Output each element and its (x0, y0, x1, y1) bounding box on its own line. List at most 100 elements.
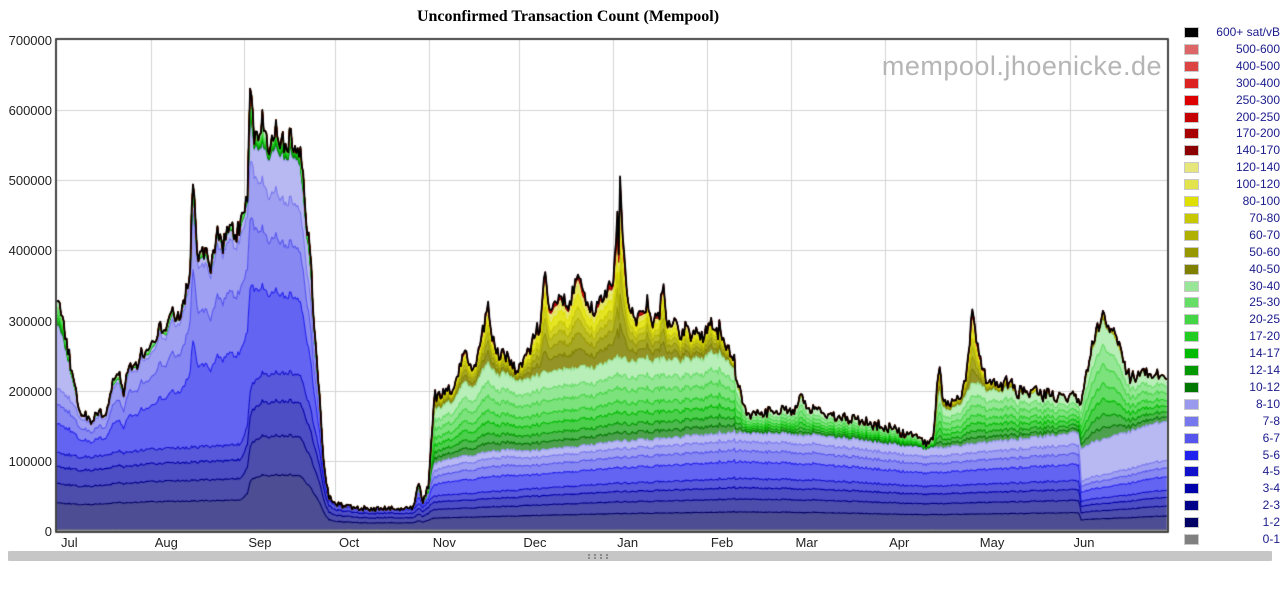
legend-item-300-400: 300-400 (1184, 76, 1280, 91)
legend-item-10-12: 10-12 (1184, 380, 1280, 395)
legend-color-swatch (1184, 449, 1199, 461)
legend-item-60-70: 60-70 (1184, 228, 1280, 243)
legend-label: 10-12 (1249, 379, 1280, 394)
legend-item-25-30: 25-30 (1184, 295, 1280, 310)
legend-item-200-250: 200-250 (1184, 110, 1280, 125)
legend-label: 4-5 (1262, 464, 1280, 479)
y-axis-tick-300000: 300000 (8, 313, 52, 329)
legend-color-swatch (1184, 365, 1199, 376)
legend-label: 600+ sat/vB (1216, 25, 1280, 39)
legend-label: 1-2 (1262, 515, 1280, 530)
legend-item-170-200: 170-200 (1184, 126, 1280, 141)
legend-color-swatch (1184, 534, 1199, 545)
legend-item-400-500: 400-500 (1184, 59, 1280, 74)
legend-label: 2-3 (1262, 498, 1280, 513)
legend-item-1-2: 1-2 (1184, 515, 1280, 530)
legend-item-3-4: 3-4 (1184, 481, 1280, 496)
legend-color-swatch (1184, 483, 1199, 495)
legend-label: 14-17 (1249, 346, 1280, 361)
legend-color-swatch (1184, 432, 1199, 444)
legend-item-0-1: 0-1 (1184, 532, 1280, 547)
legend-color-swatch (1184, 415, 1199, 427)
legend-color-swatch (1184, 128, 1199, 140)
x-axis-tick-nov: Nov (432, 535, 456, 550)
legend-color-swatch (1184, 500, 1199, 512)
legend-item-20-25: 20-25 (1184, 312, 1280, 327)
x-axis-tick-jun: Jun (1073, 535, 1095, 550)
legend-color-swatch (1184, 314, 1199, 326)
legend-item-17-20: 17-20 (1184, 329, 1280, 344)
legend-label: 20-25 (1249, 312, 1280, 327)
legend-item-4-5: 4-5 (1184, 464, 1280, 479)
legend-color-swatch (1184, 162, 1199, 174)
legend-label: 100-120 (1235, 177, 1280, 192)
legend-label: 140-170 (1235, 143, 1280, 158)
legend-color-swatch (1184, 27, 1199, 38)
legend-item-7-8: 7-8 (1184, 414, 1280, 429)
legend-item-100-120: 100-120 (1184, 177, 1280, 192)
legend-color-swatch (1184, 179, 1199, 191)
legend-color-swatch (1184, 331, 1199, 343)
legend-label: 500-600 (1235, 41, 1280, 56)
legend-label: 17-20 (1249, 329, 1280, 344)
legend-item-6-7: 6-7 (1184, 431, 1280, 446)
legend-label: 0-1 (1262, 532, 1280, 546)
x-axis-tick-jul: Jul (61, 535, 78, 550)
legend-color-swatch (1184, 263, 1199, 275)
legend-item-2-3: 2-3 (1184, 498, 1280, 513)
legend-label: 6-7 (1262, 430, 1280, 445)
legend-item-8-10: 8-10 (1184, 397, 1280, 412)
legend-color-swatch (1184, 297, 1199, 309)
x-axis-tick-aug: Aug (154, 535, 178, 550)
y-axis-tick-200000: 200000 (8, 383, 52, 399)
legend-color-swatch (1184, 381, 1199, 393)
legend-label: 170-200 (1235, 126, 1280, 141)
legend-label: 250-300 (1235, 92, 1280, 107)
legend-label: 120-140 (1235, 160, 1280, 175)
legend-item-600+-sat-vb: 600+ sat/vB (1184, 25, 1280, 40)
legend-label: 50-60 (1249, 244, 1280, 259)
chart-title: Unconfirmed Transaction Count (Mempool) (416, 8, 720, 25)
legend-label: 400-500 (1235, 58, 1280, 73)
legend-color-swatch (1184, 229, 1199, 241)
x-axis-tick-oct: Oct (339, 535, 360, 550)
legend-label: 80-100 (1242, 194, 1280, 208)
legend-label: 7-8 (1262, 413, 1280, 428)
scrollbar-grip[interactable] (588, 554, 590, 556)
x-axis-tick-sep: Sep (248, 535, 272, 550)
legend-color-swatch (1184, 212, 1199, 224)
legend-item-5-6: 5-6 (1184, 448, 1280, 463)
legend-item-140-170: 140-170 (1184, 143, 1280, 158)
x-axis-tick-apr: Apr (889, 535, 910, 550)
legend-color-swatch (1184, 145, 1199, 157)
legend-item-40-50: 40-50 (1184, 262, 1280, 277)
legend-label: 70-80 (1249, 210, 1280, 225)
legend-item-120-140: 120-140 (1184, 160, 1280, 175)
legend-label: 5-6 (1262, 447, 1280, 462)
y-axis-tick-100000: 100000 (8, 453, 52, 469)
legend-color-swatch (1184, 43, 1199, 55)
legend-item-500-600: 500-600 (1184, 42, 1280, 57)
legend-label: 30-40 (1249, 278, 1280, 293)
legend-item-250-300: 250-300 (1184, 93, 1280, 108)
legend-color-swatch (1184, 77, 1199, 89)
x-axis-tick-may: May (979, 535, 1005, 550)
legend-color-swatch (1184, 517, 1199, 529)
y-axis-tick-700000: 700000 (8, 33, 52, 48)
legend-label: 40-50 (1249, 261, 1280, 276)
legend-item-14-17: 14-17 (1184, 346, 1280, 361)
legend-color-swatch (1184, 60, 1199, 72)
x-axis-tick-feb: Feb (710, 535, 734, 550)
legend-label: 60-70 (1249, 227, 1280, 242)
y-axis-tick-0: 0 (44, 524, 52, 539)
legend-item-50-60: 50-60 (1184, 245, 1280, 260)
scrollbar-track[interactable] (8, 551, 1272, 561)
x-axis-tick-dec: Dec (523, 535, 547, 550)
y-axis-tick-500000: 500000 (8, 173, 52, 189)
legend-label: 300-400 (1235, 75, 1280, 90)
legend-color-swatch (1184, 466, 1199, 478)
legend-color-swatch (1184, 246, 1199, 258)
legend-color-swatch (1184, 398, 1199, 410)
legend-color-swatch (1184, 111, 1199, 123)
